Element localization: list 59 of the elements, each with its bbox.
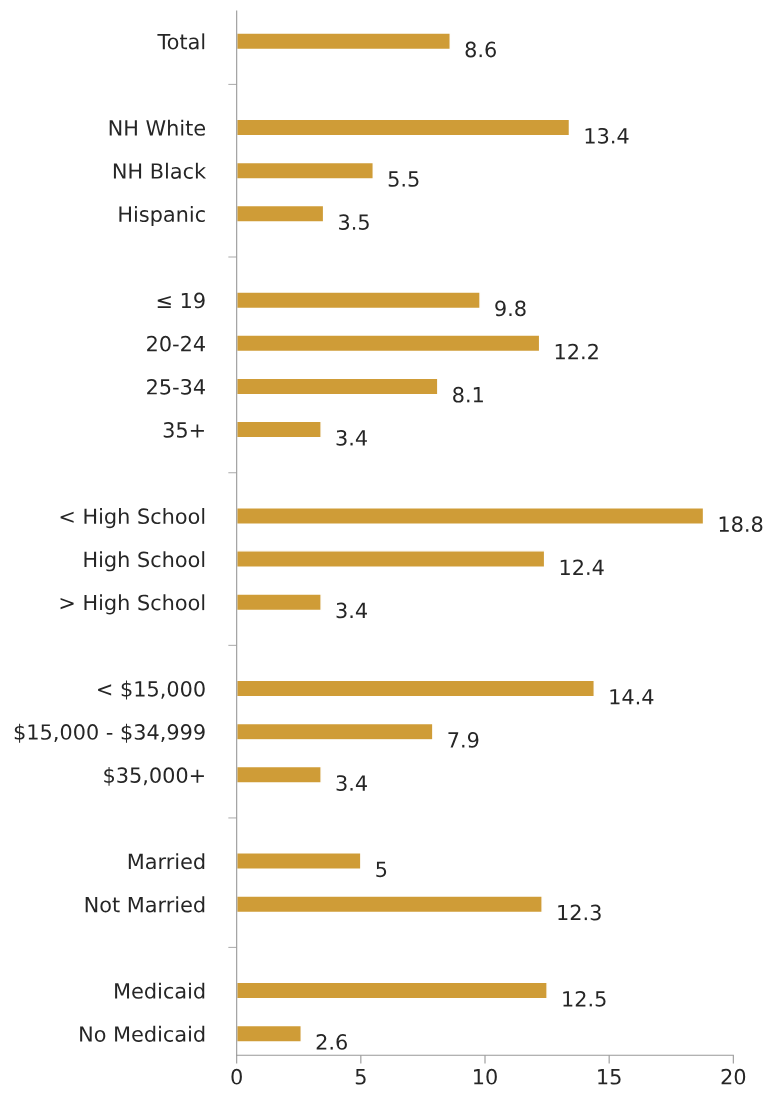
y-tick-label: > High School [60,594,205,615]
data-label: 12.4 [560,559,604,575]
bar [236,291,481,310]
data-label: 3.4 [336,602,367,619]
bar [236,118,571,137]
data-label: 3.4 [336,429,367,446]
y-tick-label: Total [157,33,205,50]
bar [236,420,322,439]
y-tick-label: $35,000+ [104,766,204,786]
y-tick-label: Medicaid [115,982,205,999]
bar [236,593,322,612]
data-label: 12.2 [555,343,598,360]
data-label: 3.4 [336,775,367,791]
x-tick-label: 10 [474,1068,497,1085]
x-tick-label: 5 [355,1069,366,1085]
bar [236,895,543,914]
y-tick-label: 35+ [163,422,204,438]
data-label: 7.9 [448,732,479,748]
y-tick-label: No Medicaid [80,1025,205,1042]
y-tick-label: ≤ 19 [157,292,205,309]
y-tick-label: High School [84,551,205,572]
y-tick-label: Married [128,853,205,870]
x-tick-label: 20 [721,1068,746,1085]
y-tick-label: NH Black [113,162,207,179]
data-label: 5 [376,861,387,878]
data-label: 13.4 [585,127,629,144]
bar [236,852,362,870]
data-label: 2.6 [316,1034,347,1050]
bar [236,550,546,568]
data-label: 3.5 [339,214,369,230]
data-label: 9.8 [495,300,526,317]
data-label: 5.5 [388,171,419,187]
y-tick-label: < High School [60,507,205,529]
data-label: 12.5 [563,990,606,1007]
x-tick-label: 15 [598,1069,621,1085]
data-label: 8.1 [453,386,483,403]
x-tick-label: 0 [231,1068,242,1085]
data-label: 8.6 [465,41,496,58]
bar [236,1024,302,1043]
y-tick-label: 20-24 [147,335,205,352]
data-label: 14.4 [610,689,654,705]
y-tick-label: NH White [109,119,206,136]
bar [236,161,374,180]
bar [236,32,451,51]
bar [236,334,541,353]
data-label: 12.3 [558,904,601,921]
y-tick-label: Hispanic [119,205,205,227]
bar [236,722,434,741]
data-label: 18.8 [719,516,763,533]
bar [236,679,595,698]
y-tick-label: $15,000 - $34,999 [14,723,205,743]
bar [236,507,705,525]
y-tick-label: Not Married [85,896,205,913]
bar [236,204,325,223]
y-tick-label: 25-34 [147,378,205,395]
bar [236,765,322,784]
bar [236,377,439,396]
y-tick-label: < $15,000 [98,680,205,700]
bar [236,981,548,1000]
